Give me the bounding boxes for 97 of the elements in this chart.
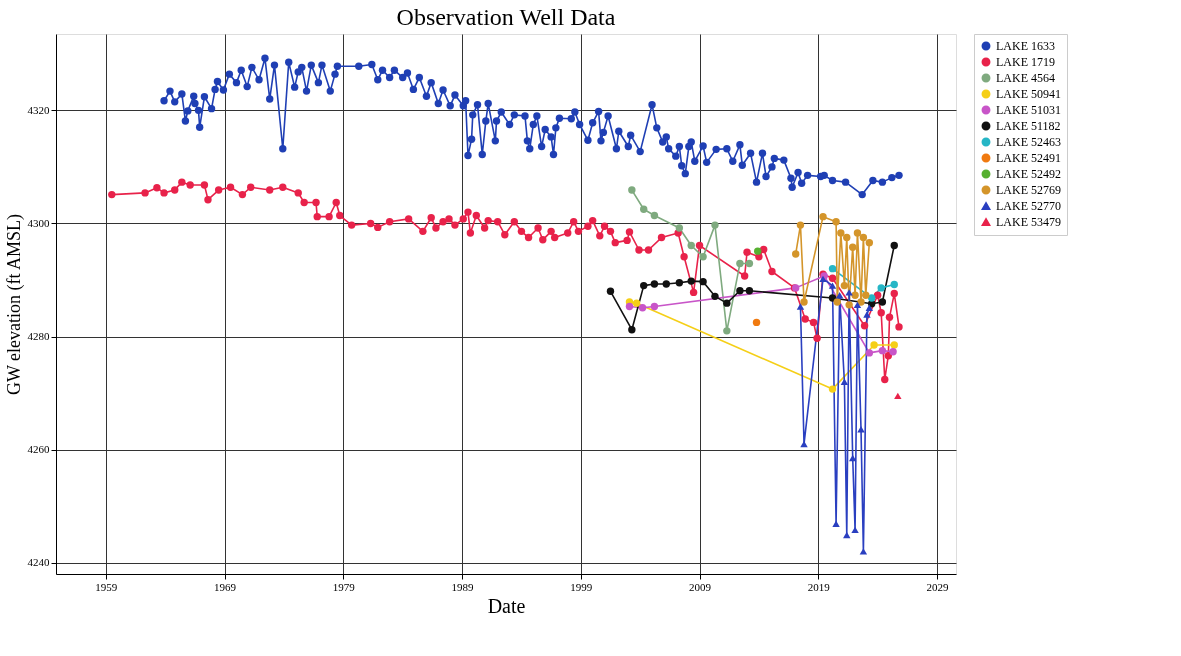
point bbox=[845, 289, 853, 296]
point bbox=[840, 378, 849, 385]
y-tick-label: 4320 bbox=[27, 103, 50, 116]
x-tick-label: 1959 bbox=[95, 580, 118, 593]
point bbox=[687, 241, 695, 250]
point bbox=[877, 284, 885, 292]
y-tick-label: 4300 bbox=[27, 216, 50, 229]
x-tick-label: 1989 bbox=[451, 580, 475, 593]
point bbox=[859, 233, 868, 242]
point bbox=[853, 229, 862, 237]
point bbox=[828, 264, 837, 273]
point bbox=[878, 298, 887, 306]
point bbox=[828, 282, 837, 289]
point bbox=[723, 327, 731, 335]
point bbox=[796, 303, 805, 310]
point bbox=[870, 341, 878, 349]
x-axis-title: Date bbox=[487, 594, 526, 617]
point bbox=[843, 233, 851, 242]
point bbox=[828, 385, 837, 393]
point bbox=[800, 298, 808, 306]
point bbox=[840, 281, 849, 290]
x-tick-label: 2019 bbox=[807, 580, 831, 593]
point bbox=[711, 292, 719, 301]
point bbox=[687, 277, 695, 285]
point bbox=[890, 241, 898, 250]
point bbox=[857, 298, 865, 306]
point bbox=[890, 280, 898, 289]
point bbox=[865, 304, 874, 311]
legend-label: LAKE 52492 bbox=[996, 167, 1061, 181]
point bbox=[848, 243, 857, 251]
point bbox=[625, 302, 634, 311]
point bbox=[865, 349, 874, 357]
point bbox=[890, 341, 898, 349]
point bbox=[711, 221, 719, 229]
point bbox=[650, 280, 659, 288]
point bbox=[640, 281, 648, 290]
point bbox=[650, 302, 659, 311]
point bbox=[843, 531, 851, 539]
x-tick-label: 1999 bbox=[570, 580, 593, 593]
x-tick-label: 2029 bbox=[926, 580, 949, 593]
legend-label: LAKE 52769 bbox=[996, 183, 1061, 197]
point bbox=[796, 221, 805, 229]
point bbox=[848, 454, 857, 462]
point bbox=[828, 294, 837, 302]
point bbox=[792, 250, 800, 258]
point bbox=[865, 238, 874, 247]
legend-label: LAKE 51182 bbox=[996, 119, 1061, 133]
point bbox=[675, 279, 684, 287]
x-tick-label: 2009 bbox=[689, 580, 712, 593]
point bbox=[745, 287, 754, 295]
point bbox=[878, 346, 887, 355]
point bbox=[837, 229, 845, 237]
point bbox=[640, 205, 648, 213]
x-tick-label: 1969 bbox=[214, 580, 237, 593]
y-tick-label: 4240 bbox=[27, 556, 50, 569]
point bbox=[675, 224, 684, 232]
point bbox=[889, 348, 897, 356]
point bbox=[723, 299, 731, 307]
y-tick-label: 4260 bbox=[27, 443, 50, 456]
point bbox=[699, 277, 707, 286]
y-axis-title: GW elevation (ft AMSL) bbox=[3, 213, 25, 396]
point bbox=[845, 301, 853, 309]
point bbox=[853, 301, 862, 309]
point bbox=[662, 280, 670, 288]
point bbox=[819, 212, 827, 221]
point bbox=[863, 311, 871, 318]
point bbox=[736, 287, 744, 295]
legend-label: LAKE 52491 bbox=[996, 151, 1061, 165]
point bbox=[833, 298, 841, 306]
point bbox=[699, 253, 707, 261]
point bbox=[832, 520, 840, 527]
x-tick-label: 1979 bbox=[332, 580, 356, 593]
point bbox=[606, 287, 615, 295]
legend-label: LAKE 50941 bbox=[996, 87, 1061, 101]
point bbox=[745, 259, 754, 268]
y-tick-label: 4280 bbox=[27, 330, 50, 343]
legend-label: LAKE 52463 bbox=[996, 135, 1061, 149]
point bbox=[628, 326, 636, 334]
point bbox=[632, 299, 641, 307]
legend-label: LAKE 52770 bbox=[996, 199, 1061, 213]
point bbox=[867, 294, 876, 302]
legend-label: LAKE 51031 bbox=[996, 103, 1061, 117]
chart-title: Observation Well Data bbox=[396, 3, 616, 30]
legend-label: LAKE 1719 bbox=[996, 55, 1055, 69]
point bbox=[650, 211, 659, 220]
point bbox=[862, 291, 870, 299]
point bbox=[851, 526, 859, 534]
legend-label: LAKE 1633 bbox=[996, 39, 1055, 53]
legend-label: LAKE 4564 bbox=[996, 71, 1055, 85]
point bbox=[859, 548, 868, 555]
point bbox=[736, 259, 744, 268]
point bbox=[800, 440, 808, 448]
point bbox=[638, 303, 647, 312]
point bbox=[851, 291, 859, 299]
point bbox=[832, 218, 840, 226]
point bbox=[628, 186, 636, 194]
legend-label: LAKE 53479 bbox=[996, 215, 1061, 229]
